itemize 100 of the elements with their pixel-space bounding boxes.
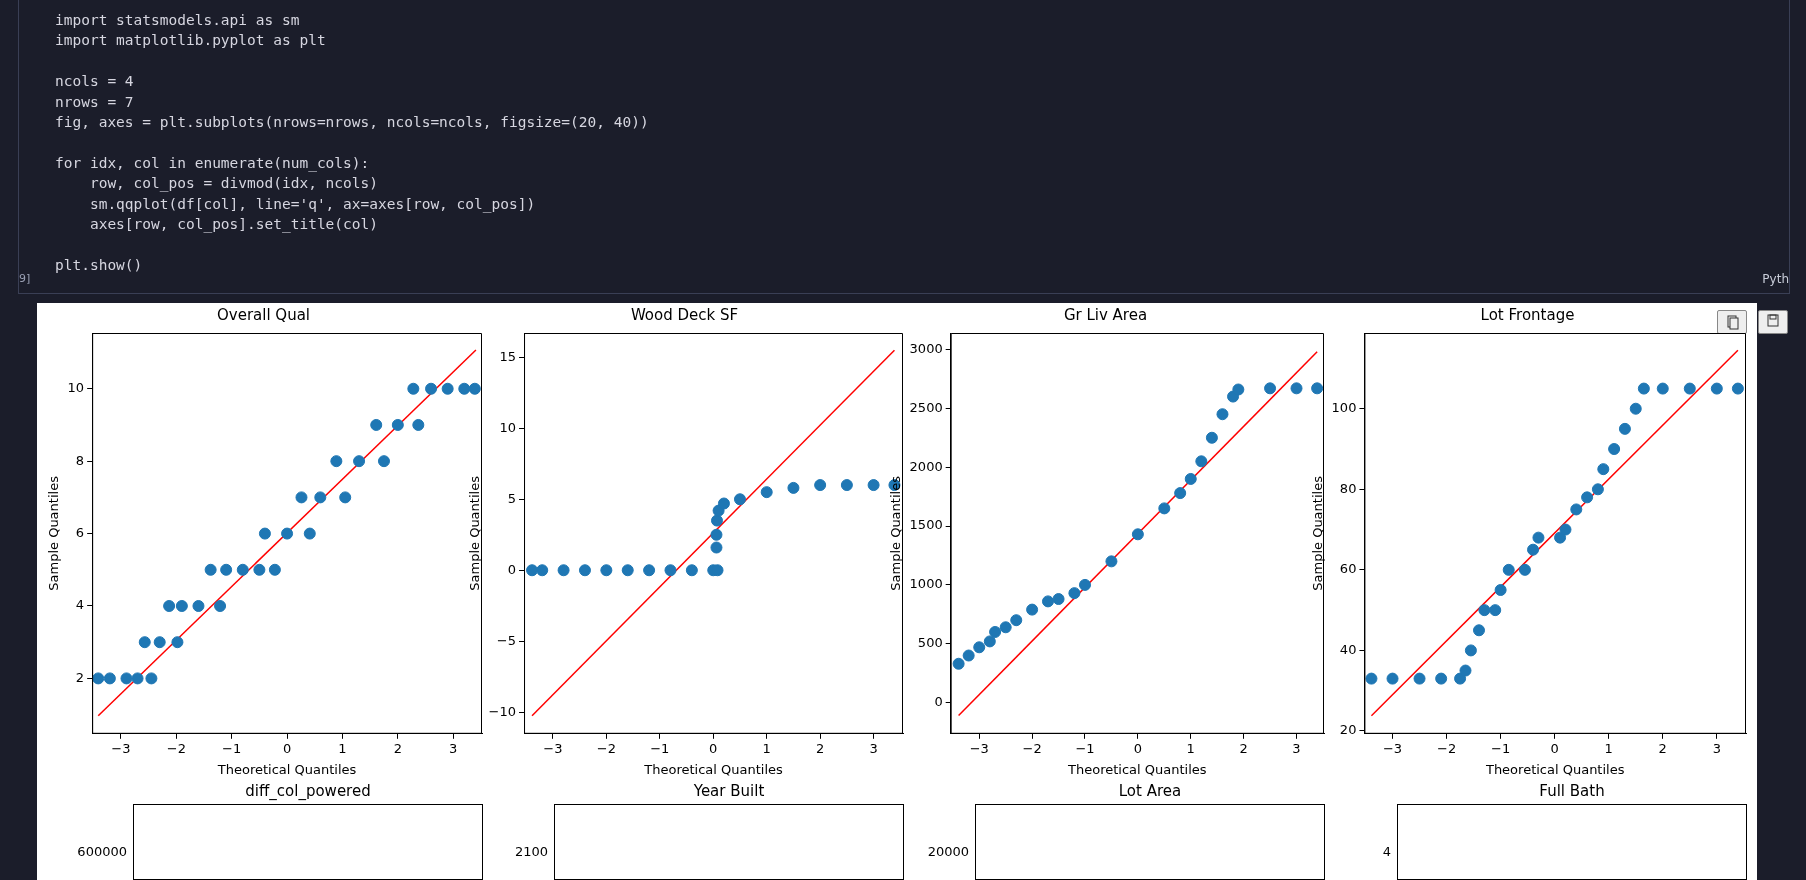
point [643, 564, 656, 577]
point [536, 564, 549, 577]
y-tick-label: 0 [507, 561, 517, 577]
point [989, 625, 1002, 638]
x-tick-label: 0 [1133, 740, 1143, 756]
point [268, 563, 281, 576]
y-axis-title: Sample Quantiles [467, 475, 483, 591]
y-axis-title: Sample Quantiles [1310, 475, 1326, 591]
point [1216, 408, 1229, 421]
y-tick-label: 15 [499, 348, 517, 364]
y-tick-label: 5 [507, 490, 517, 506]
point [621, 564, 634, 577]
y-tick-label: 3000 [909, 340, 943, 356]
point [1290, 382, 1303, 395]
point [1629, 402, 1642, 415]
point [1068, 587, 1081, 600]
point [1502, 563, 1515, 576]
x-tick-label: −1 [1075, 740, 1095, 756]
y-tick-label: 60 [1339, 561, 1357, 577]
point [814, 479, 827, 492]
point [1078, 578, 1091, 591]
point [1710, 382, 1723, 395]
point [131, 672, 144, 685]
x-tick-label: 0 [282, 740, 292, 756]
text: Year Built [692, 782, 766, 800]
point [1494, 584, 1507, 596]
point [236, 563, 249, 576]
point [353, 455, 366, 468]
point [377, 455, 390, 468]
point [1184, 472, 1197, 485]
point [1413, 672, 1426, 685]
point [1158, 502, 1171, 515]
point [1435, 672, 1448, 685]
point [425, 382, 438, 395]
point [295, 491, 308, 504]
text: 9] [19, 272, 31, 285]
point [1559, 523, 1572, 536]
text: 4 [1382, 844, 1391, 859]
text: Pyth [1762, 272, 1789, 286]
x-tick-label: 3 [869, 740, 878, 756]
point [1608, 443, 1621, 456]
point [578, 564, 591, 577]
y-axis-title: Sample Quantiles [888, 475, 904, 591]
point [973, 641, 986, 654]
point [1010, 614, 1023, 627]
point [1195, 455, 1208, 468]
point [710, 541, 723, 554]
point [1052, 593, 1065, 606]
x-tick-label: 2 [1239, 740, 1248, 756]
point [391, 418, 404, 431]
point [458, 382, 471, 395]
point [710, 528, 723, 541]
point [1518, 563, 1531, 576]
point [983, 635, 996, 648]
x-tick-label: −2 [596, 740, 616, 756]
point [1131, 528, 1144, 541]
point [1683, 382, 1696, 395]
x-tick-label: −3 [111, 740, 131, 756]
point [407, 382, 420, 395]
x-tick-label: 3 [1292, 740, 1301, 756]
text: diff_col_powered [244, 782, 372, 800]
point [303, 527, 316, 540]
point [103, 672, 116, 685]
point [1264, 382, 1277, 395]
point [664, 564, 677, 577]
y-tick-label: 2000 [909, 458, 943, 474]
point [153, 636, 166, 649]
point [1532, 531, 1545, 544]
x-axis-title: Theoretical Quantiles [643, 761, 783, 777]
point [1618, 422, 1631, 435]
x-tick-label: 0 [709, 740, 718, 756]
point [314, 491, 327, 504]
point [1597, 463, 1610, 476]
x-tick-label: 1 [338, 740, 347, 756]
y-tick-label: 80 [1339, 480, 1357, 496]
point [171, 636, 184, 649]
y-tick-label: −5 [496, 632, 517, 648]
point [204, 563, 217, 576]
point [220, 563, 233, 576]
point [600, 564, 613, 577]
y-tick-label: 10 [67, 380, 85, 396]
point [1041, 595, 1054, 608]
y-tick-label: 2 [75, 669, 85, 685]
point [1731, 382, 1744, 395]
point [138, 636, 151, 649]
point [370, 418, 383, 431]
point [258, 527, 271, 540]
x-tick-label: 1 [1604, 740, 1613, 756]
y-tick-label: 0 [934, 693, 943, 709]
x-tick-label: 1 [1186, 740, 1195, 756]
point [1478, 604, 1491, 617]
point [1489, 604, 1502, 617]
x-axis-title: Theoretical Quantiles [1067, 761, 1207, 777]
y-tick-label: 2500 [909, 399, 943, 415]
x-axis-title: Theoretical Quantiles [216, 761, 357, 777]
y-tick-label: 40 [1339, 641, 1357, 657]
x-tick-label: −1 [222, 740, 242, 756]
point [557, 564, 570, 577]
x-tick-label: 2 [393, 740, 402, 756]
point [952, 657, 965, 670]
